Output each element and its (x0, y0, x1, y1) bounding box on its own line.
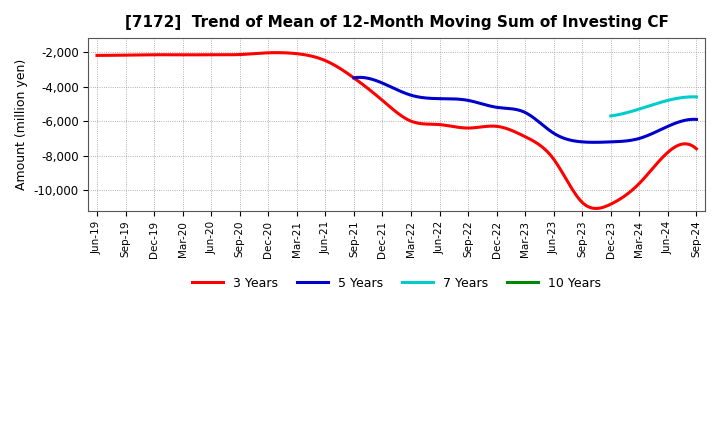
Legend: 3 Years, 5 Years, 7 Years, 10 Years: 3 Years, 5 Years, 7 Years, 10 Years (187, 272, 606, 295)
Y-axis label: Amount (million yen): Amount (million yen) (15, 59, 28, 190)
Title: [7172]  Trend of Mean of 12-Month Moving Sum of Investing CF: [7172] Trend of Mean of 12-Month Moving … (125, 15, 669, 30)
